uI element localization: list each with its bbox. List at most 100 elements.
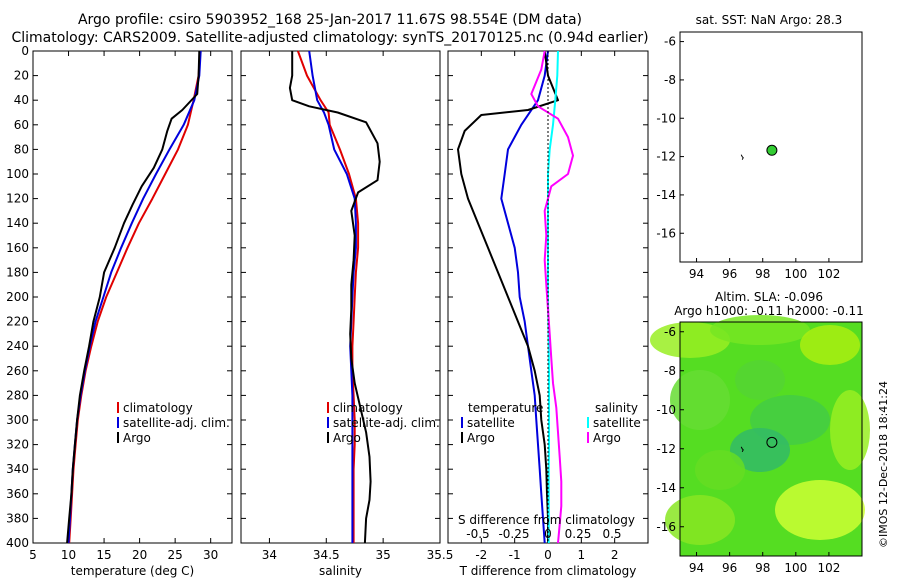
diff-right-legend-label: satellite: [593, 416, 641, 430]
sla-lat-label: -12: [656, 442, 676, 456]
ytick-label: 220: [6, 315, 29, 329]
ytick-label: 400: [6, 536, 29, 550]
differences-xtick-label: 1: [578, 548, 586, 562]
ytick-label: 360: [6, 487, 29, 501]
salinity-xtick-label: 35.5: [427, 548, 454, 562]
sla-map-title2: Argo h1000: -0.11 h2000: -0.11: [674, 304, 864, 318]
temperature-xtick-label: 30: [203, 548, 218, 562]
ytick-label: 380: [6, 511, 29, 525]
salinity-series-climatology: [296, 50, 360, 543]
differences-xtick-label: -2: [475, 548, 487, 562]
figure-title-line2: Climatology: CARS2009. Satellite-adjuste…: [11, 30, 649, 46]
salinity-series-satellite-adj-clim-: [308, 50, 357, 543]
temperature-xlabel: temperature (deg C): [71, 564, 194, 578]
temperature-legend-label: climatology: [123, 401, 193, 415]
sst-lon-label: 96: [722, 267, 737, 281]
ytick-label: 100: [6, 167, 29, 181]
differences-series-temperature-satellite: [500, 50, 549, 544]
ytick-label: 20: [14, 69, 29, 83]
panel-temperature: 5 10 15 20 25 3002040608010012014016018020022…: [6, 44, 233, 578]
salinity-xtick-label: 34.5: [313, 548, 340, 562]
temperature-xtick-label: 10: [61, 548, 76, 562]
panel-differences: -2 -1 0 1 2 T difference from climatology: [447, 50, 649, 578]
sla-map-title1: Altim. SLA: -0.096: [715, 290, 823, 304]
sla-lon-label: 102: [817, 561, 840, 575]
ytick-label: 40: [14, 93, 29, 107]
diff-top-tick-label: 0: [544, 527, 552, 541]
diff-top-tick-label: -0.25: [498, 527, 529, 541]
sla-trajectory: [740, 446, 744, 453]
diff-left-legend-label: satellite: [467, 416, 515, 430]
salinity-legend-label: climatology: [333, 401, 403, 415]
sla-lat-label: -8: [664, 364, 676, 378]
differences-xtick-label: -1: [509, 548, 521, 562]
differences-series-temperature-argo: [457, 50, 559, 543]
diff-top-tick-label: 0.25: [565, 527, 592, 541]
footer-stamp: ©IMOS 12-Dec-2018 18:41:24: [877, 381, 890, 548]
ytick-label: 120: [6, 192, 29, 206]
sla-field-patch: [695, 450, 745, 490]
ytick-label: 60: [14, 118, 29, 132]
diff-legend-left-title: temperature: [468, 401, 543, 415]
sst-map: 94 96 98 100 102 -6 -8 -10 -12 -14 -16: [656, 31, 863, 281]
salinity-xtick-label: 35: [376, 548, 391, 562]
differences-xtick-label: 0: [544, 548, 552, 562]
salinity-xlabel: salinity: [319, 564, 362, 578]
temperature-axes-box: [32, 50, 233, 544]
sst-argo-marker: [766, 144, 778, 156]
salinity-legend-label: Argo: [333, 431, 361, 445]
sla-field-patch: [735, 360, 785, 400]
differences-series-salinity-argo: [530, 50, 574, 544]
ytick-label: 140: [6, 216, 29, 230]
sst-trajectory: [740, 154, 744, 160]
temperature-legend-label: satellite-adj. clim.: [123, 416, 230, 430]
salinity-legend-label: satellite-adj. clim.: [333, 416, 440, 430]
temperature-series-argo: [66, 50, 201, 544]
panel-salinity: 34 34.5 35 35.5 salinity: [240, 50, 454, 578]
sla-field-patch: [710, 315, 810, 345]
sst-map-frame: [679, 31, 863, 263]
sst-lon-label: 94: [689, 267, 704, 281]
ytick-label: 200: [6, 290, 29, 304]
sla-field-patch: [775, 480, 865, 540]
sla-lon-label: 100: [784, 561, 807, 575]
ytick-label: 180: [6, 265, 29, 279]
temperature-xtick-label: 20: [132, 548, 147, 562]
temperature-legend-label: Argo: [123, 431, 151, 445]
sla-argo-marker: [766, 436, 778, 448]
sla-lat-label: -6: [664, 325, 676, 339]
diff-right-legend-label: Argo: [593, 431, 621, 445]
sst-map-title: sat. SST: NaN Argo: 28.3: [696, 13, 843, 27]
sst-lat-label: -8: [664, 73, 676, 87]
ytick-label: 280: [6, 388, 29, 402]
ytick-label: 80: [14, 142, 29, 156]
sla-map-frame: [679, 321, 863, 557]
sla-field-patch: [665, 495, 735, 545]
sst-lat-label: -16: [656, 226, 676, 240]
sst-lat-label: -14: [656, 188, 676, 202]
ytick-label: 300: [6, 413, 29, 427]
sst-lon-label: 102: [817, 267, 840, 281]
sst-lat-label: -6: [664, 35, 676, 49]
figure-title-line1: Argo profile: csiro 5903952_168 25-Jan-2…: [77, 12, 583, 28]
salinity-xtick-label: 34: [262, 548, 277, 562]
ytick-label: 260: [6, 364, 29, 378]
sla-map: 94 96 98 100 102 -6 -8 -10 -12 -14 -16: [650, 315, 870, 575]
sla-field-patch: [670, 370, 730, 430]
diff-left-legend-label: Argo: [467, 431, 495, 445]
diff-top-tick-label: -0.5: [466, 527, 489, 541]
sla-lat-label: -16: [656, 520, 676, 534]
sla-lon-label: 96: [722, 561, 737, 575]
sst-lon-label: 98: [755, 267, 770, 281]
ytick-label: 240: [6, 339, 29, 353]
differences-xlabel: T difference from climatology: [459, 564, 637, 578]
diff-top-tick-label: 0.5: [602, 527, 621, 541]
temperature-xtick-label: 25: [168, 548, 183, 562]
temperature-xtick-label: 15: [96, 548, 111, 562]
temperature-xtick-label: 5: [29, 548, 37, 562]
sla-field-patch: [650, 322, 730, 358]
sla-field-patch: [800, 325, 860, 365]
ytick-label: 0: [21, 44, 29, 58]
differences-xtick-label: 2: [611, 548, 619, 562]
